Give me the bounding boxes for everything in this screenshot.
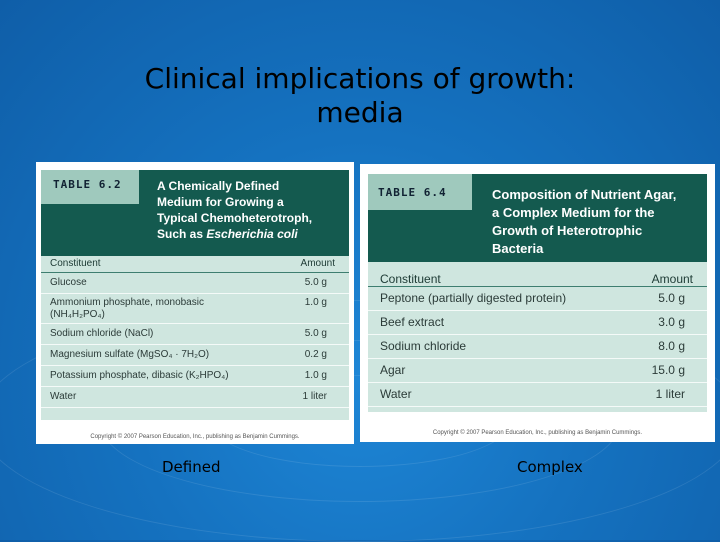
table-title-line: Growth of Heterotrophic bbox=[492, 223, 643, 238]
copyright-notice: Copyright © 2007 Pearson Education, Inc.… bbox=[90, 434, 300, 440]
table-row: Potassium phosphate, dibasic (K₂HPO₄) 1.… bbox=[41, 366, 349, 387]
table-body: Constituent Amount Peptone (partially di… bbox=[368, 262, 707, 412]
table-title-line: Medium for Growing a bbox=[157, 195, 284, 209]
table-title-line: Typical Chemoheterotroph, bbox=[157, 211, 313, 225]
constituent-cell: Ammonium phosphate, monobasic (NH₄H₂PO₄) bbox=[50, 297, 204, 323]
column-header-row: Constituent Amount bbox=[368, 264, 707, 287]
constituent-cell: Potassium phosphate, dibasic (K₂HPO₄) bbox=[50, 370, 229, 381]
amount-cell: 0.2 g bbox=[304, 349, 327, 360]
table-title-text: Such as bbox=[157, 227, 207, 241]
constituent-formula: (NH₄H₂PO₄) bbox=[50, 309, 105, 320]
table-row: Beef extract 3.0 g bbox=[368, 311, 707, 335]
amount-cell: 8.0 g bbox=[658, 339, 685, 353]
copyright-notice: Copyright © 2007 Pearson Education, Inc.… bbox=[432, 430, 643, 436]
constituent-cell: Agar bbox=[380, 363, 406, 377]
table-row: Peptone (partially digested protein) 5.0… bbox=[368, 287, 707, 311]
constituent-cell: Water bbox=[380, 387, 412, 401]
table-row: Ammonium phosphate, monobasic (NH₄H₂PO₄) … bbox=[41, 294, 349, 324]
constituent-cell: Magnesium sulfate (MgSO₄ · 7H₂O) bbox=[50, 349, 210, 360]
caption-defined: Defined bbox=[162, 458, 221, 476]
table-row: Water 1 liter bbox=[368, 383, 707, 407]
slide-title-line-1: Clinical implications of growth: bbox=[144, 62, 576, 95]
caption-complex: Complex bbox=[517, 458, 583, 476]
amount-cell: 1 liter bbox=[655, 387, 685, 401]
table-title-line: Such as Escherichia coli bbox=[157, 226, 347, 242]
table-row: Sodium chloride (NaCl) 5.0 g bbox=[41, 324, 349, 345]
organism-name: Escherichia coli bbox=[206, 227, 298, 241]
column-header-amount: Amount bbox=[300, 258, 335, 269]
constituent-cell: Glucose bbox=[50, 277, 87, 288]
column-header-constituent: Constituent bbox=[50, 258, 101, 269]
table-header: TABLE 6.4 Composition of Nutrient Agar, … bbox=[368, 174, 707, 262]
table-label: TABLE 6.2 bbox=[41, 170, 139, 204]
table-title: Composition of Nutrient Agar, a Complex … bbox=[492, 186, 712, 258]
slide-title: Clinical implications of growth: media bbox=[0, 62, 720, 130]
column-header-row: Constituent Amount bbox=[41, 256, 349, 273]
table-title-line: a Complex Medium for the bbox=[492, 205, 655, 220]
column-header-amount: Amount bbox=[651, 272, 693, 286]
table-body: Constituent Amount Glucose 5.0 g Ammoniu… bbox=[41, 256, 349, 420]
table-header: TABLE 6.2 A Chemically Defined Medium fo… bbox=[41, 170, 349, 256]
table-title-line: Composition of Nutrient Agar, bbox=[492, 187, 677, 202]
constituent-cell: Beef extract bbox=[380, 315, 445, 329]
amount-cell: 5.0 g bbox=[304, 277, 327, 288]
table-title-line: A Chemically Defined bbox=[157, 179, 280, 193]
amount-cell: 1.0 g bbox=[304, 370, 327, 381]
column-header-constituent: Constituent bbox=[380, 272, 441, 286]
amount-cell: 1.0 g bbox=[304, 297, 327, 308]
amount-cell: 3.0 g bbox=[658, 315, 685, 329]
table-row: Magnesium sulfate (MgSO₄ · 7H₂O) 0.2 g bbox=[41, 345, 349, 366]
amount-cell: 15.0 g bbox=[651, 363, 685, 377]
amount-cell: 5.0 g bbox=[304, 328, 327, 339]
table-row: Water 1 liter bbox=[41, 387, 349, 408]
table-row: Sodium chloride 8.0 g bbox=[368, 335, 707, 359]
amount-cell: 1 liter bbox=[302, 391, 327, 402]
constituent-cell: Peptone (partially digested protein) bbox=[380, 291, 567, 305]
slide-title-line-2: media bbox=[316, 96, 404, 129]
constituent-cell: Sodium chloride bbox=[380, 339, 467, 353]
table-title-line: Bacteria bbox=[492, 241, 544, 256]
amount-cell: 5.0 g bbox=[658, 291, 685, 305]
table-6-4-image: TABLE 6.4 Composition of Nutrient Agar, … bbox=[360, 164, 715, 442]
table-6-2-image: TABLE 6.2 A Chemically Defined Medium fo… bbox=[36, 162, 354, 444]
constituent-text: Ammonium phosphate, monobasic bbox=[50, 297, 204, 308]
table-row: Glucose 5.0 g bbox=[41, 273, 349, 294]
constituent-cell: Sodium chloride (NaCl) bbox=[50, 328, 154, 339]
constituent-cell: Water bbox=[50, 391, 77, 402]
table-title: A Chemically Defined Medium for Growing … bbox=[157, 178, 347, 242]
table-label: TABLE 6.4 bbox=[368, 174, 472, 210]
table-row: Agar 15.0 g bbox=[368, 359, 707, 383]
